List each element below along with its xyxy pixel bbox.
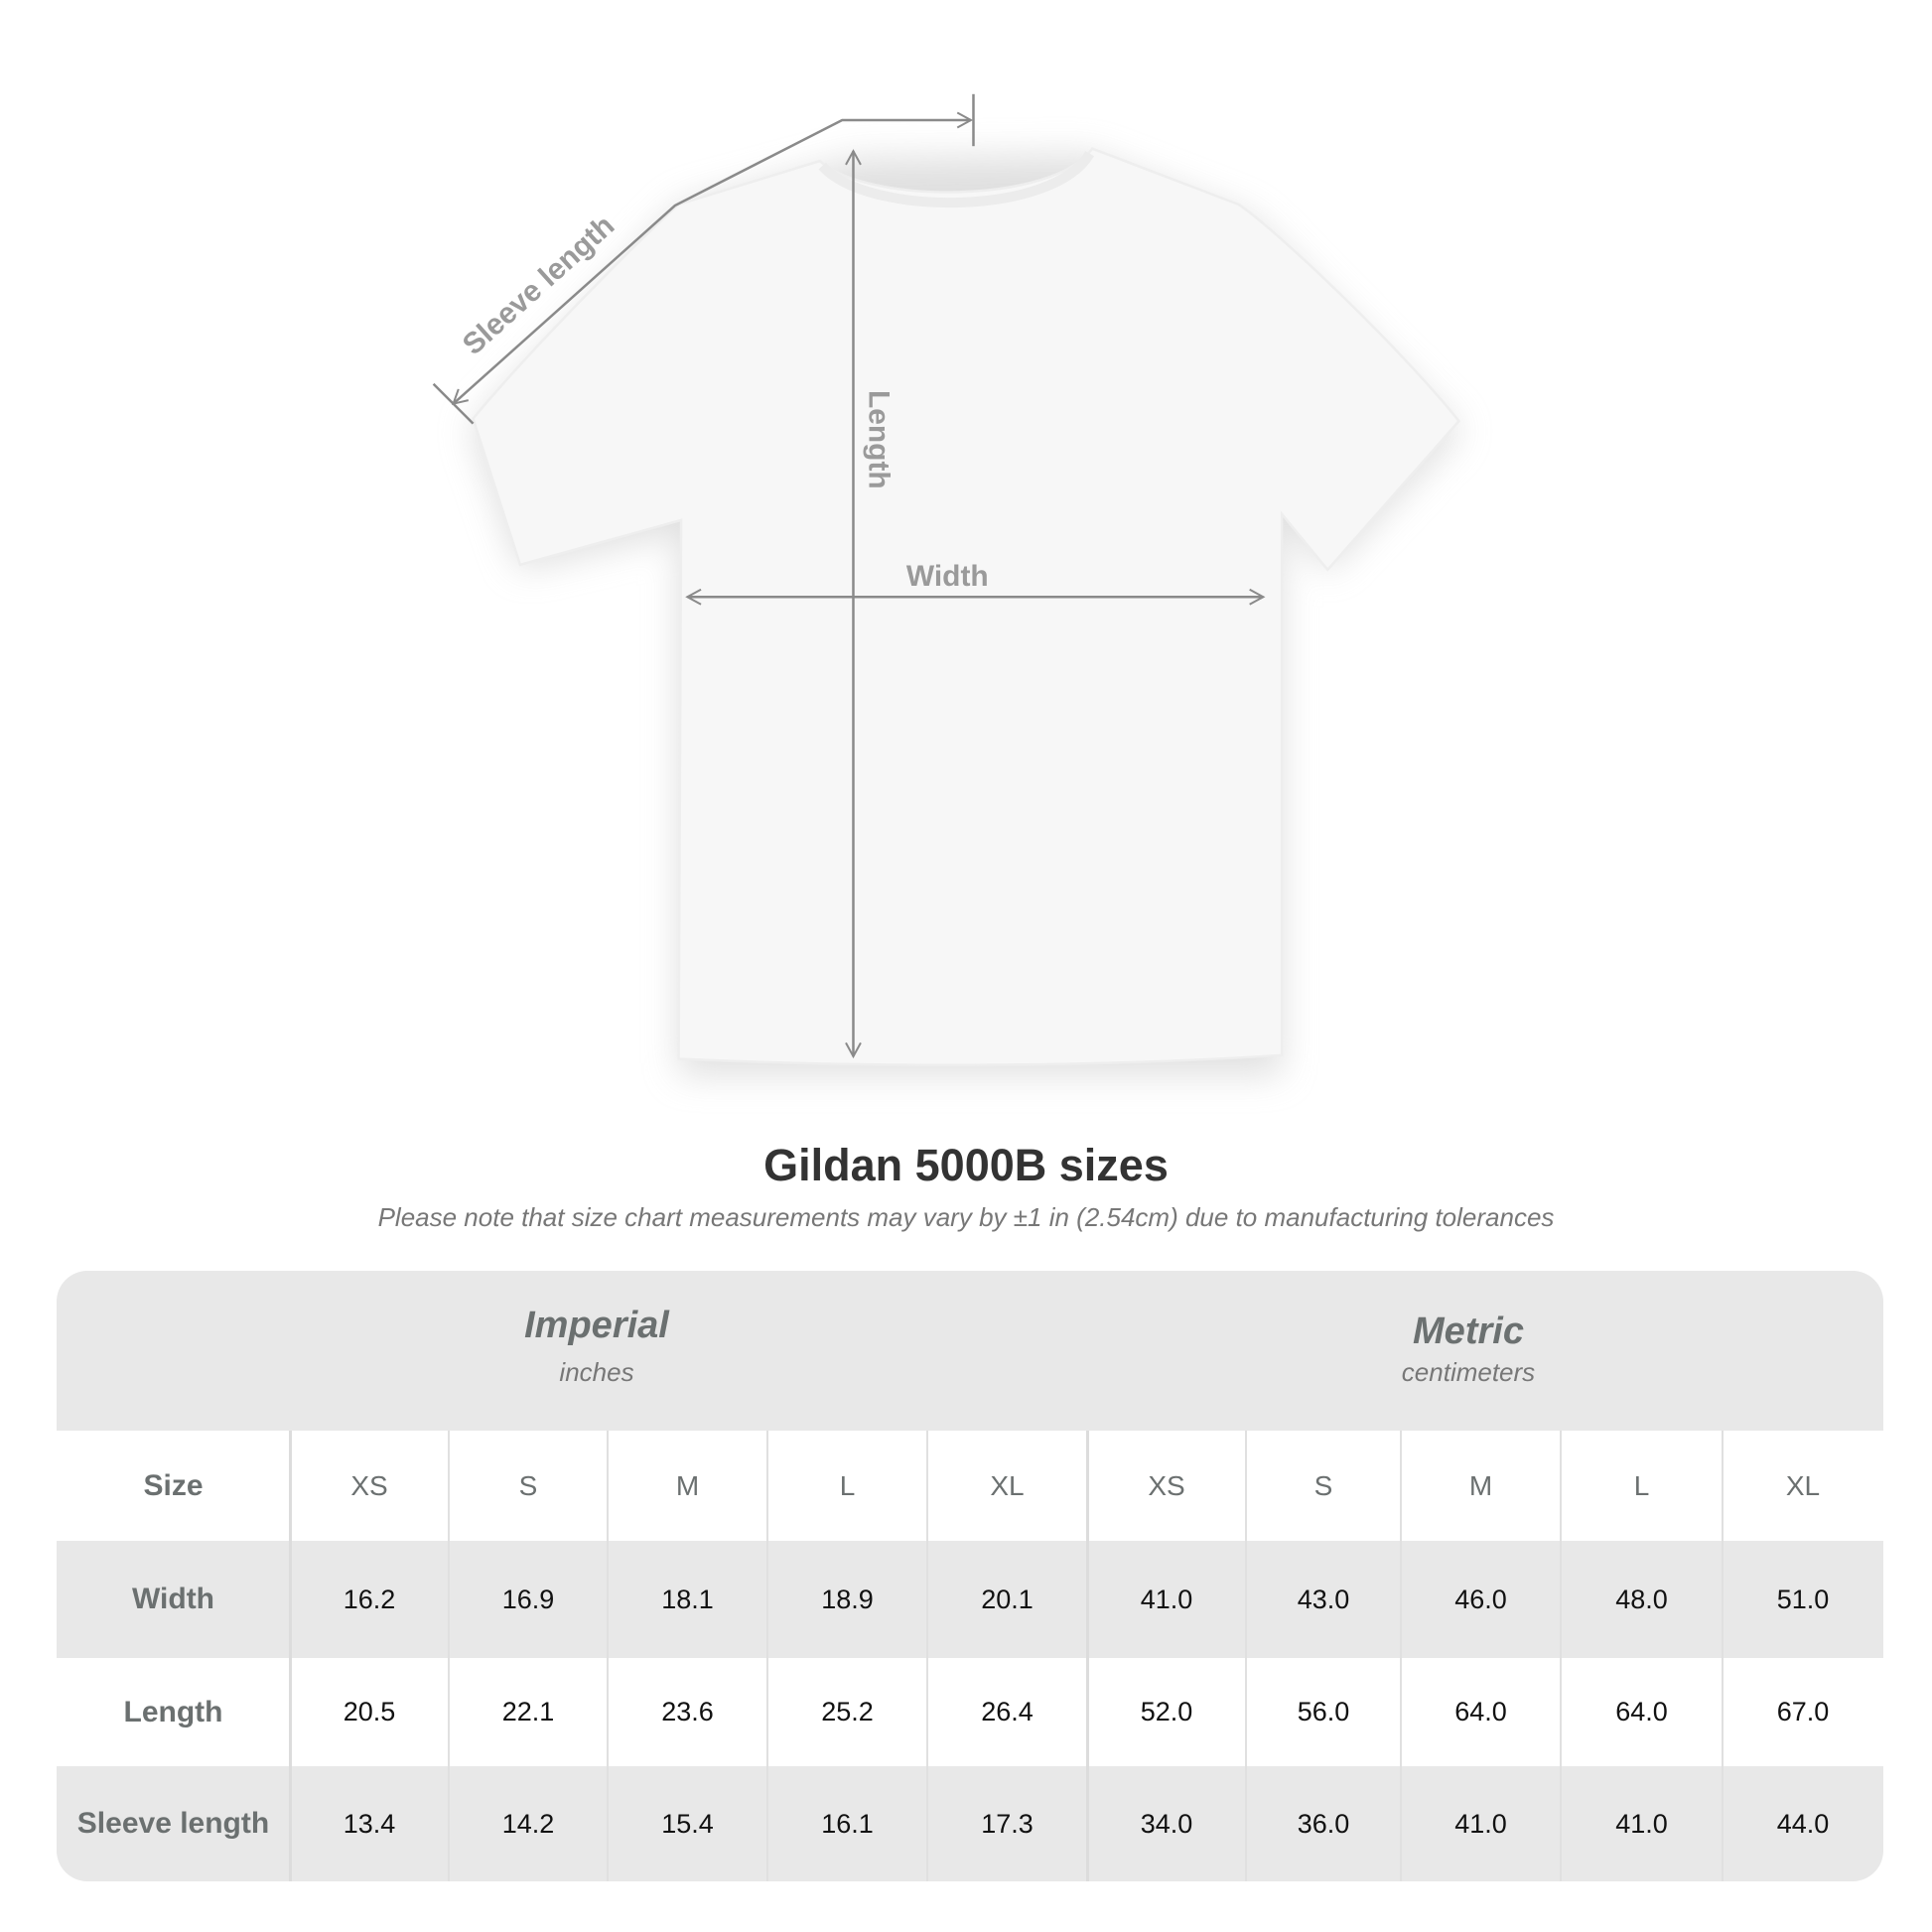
- sleeve-tick-bottom: [432, 382, 475, 425]
- table-cell: 46.0: [1454, 1584, 1507, 1614]
- metric-header: Metric centimeters: [1220, 1311, 1717, 1388]
- table-cell: 48.0: [1615, 1584, 1668, 1614]
- table-cell: 23.6: [661, 1697, 714, 1726]
- row-band-sleeve: [57, 1766, 1883, 1881]
- table-cell: 17.3: [981, 1808, 1034, 1839]
- table-cell: 34.0: [1140, 1808, 1193, 1839]
- table-cell: 20.1: [981, 1584, 1034, 1614]
- table-cell: 26.4: [981, 1697, 1034, 1726]
- table-cell: 44.0: [1776, 1808, 1830, 1839]
- header-band: [57, 1271, 1883, 1431]
- table-cell: 18.9: [821, 1584, 874, 1614]
- table-cell: 67.0: [1776, 1697, 1830, 1726]
- row-label: Sleeve length: [76, 1807, 270, 1840]
- imperial-header: Imperial inches: [348, 1305, 845, 1388]
- size-column-header: XS: [1148, 1469, 1185, 1501]
- column-divider: [766, 1431, 768, 1881]
- table-cell: 14.2: [501, 1808, 555, 1839]
- row-label: Length: [123, 1695, 223, 1728]
- column-divider: [289, 1431, 292, 1881]
- column-divider: [448, 1431, 450, 1881]
- table-cell: 52.0: [1140, 1697, 1193, 1726]
- sleeve-length-arrow: [452, 111, 974, 406]
- size-column-header: S: [1313, 1469, 1333, 1501]
- table-cell: 41.0: [1615, 1808, 1668, 1839]
- page-title: Gildan 5000B sizes: [763, 1140, 1169, 1190]
- column-divider: [607, 1431, 609, 1881]
- table-cell: 41.0: [1140, 1584, 1193, 1614]
- metric-title: Metric: [1413, 1311, 1524, 1352]
- column-divider: [1722, 1431, 1724, 1881]
- table-cell: 41.0: [1454, 1808, 1507, 1839]
- width-label: Width: [906, 560, 989, 593]
- tshirt-body: [472, 147, 1461, 1066]
- size-column-header: XS: [350, 1469, 388, 1501]
- table-cell: 16.1: [821, 1808, 874, 1839]
- table-cell: 51.0: [1776, 1584, 1830, 1614]
- size-header: Size: [143, 1468, 204, 1502]
- size-column-header: XL: [990, 1469, 1025, 1501]
- table-cell: 22.1: [501, 1697, 555, 1726]
- table-cell: 25.2: [821, 1697, 874, 1726]
- size-column-header: M: [675, 1469, 700, 1501]
- table-cell: 56.0: [1297, 1697, 1350, 1726]
- size-column-header: XL: [1785, 1469, 1821, 1501]
- row-label: Width: [131, 1583, 215, 1615]
- length-label: Length: [863, 390, 896, 489]
- table-cell: 20.5: [343, 1697, 396, 1726]
- size-column-header: L: [839, 1469, 856, 1501]
- table-cell: 64.0: [1615, 1697, 1668, 1726]
- size-column-header: L: [1633, 1469, 1650, 1501]
- column-divider: [1245, 1431, 1247, 1881]
- imperial-unit: inches: [559, 1357, 634, 1387]
- table-cell: 36.0: [1297, 1808, 1350, 1839]
- table-cell: 13.4: [343, 1808, 396, 1839]
- table-cell: 16.2: [343, 1584, 396, 1614]
- row-band-width: [57, 1541, 1883, 1658]
- size-column-header: S: [518, 1469, 538, 1501]
- size-column-header: M: [1468, 1469, 1493, 1501]
- column-divider: [1560, 1431, 1562, 1881]
- column-divider: [926, 1431, 928, 1881]
- table-cell: 15.4: [661, 1808, 714, 1839]
- column-divider: [1086, 1431, 1089, 1881]
- imperial-title: Imperial: [524, 1305, 669, 1346]
- table-cell: 18.1: [661, 1584, 714, 1614]
- tolerance-note: Please note that size chart measurements…: [377, 1202, 1555, 1232]
- table-cell: 43.0: [1297, 1584, 1350, 1614]
- table-cell: 16.9: [501, 1584, 555, 1614]
- size-table: Imperial inches Metric centimeters Size X…: [57, 1271, 1883, 1881]
- column-divider: [1400, 1431, 1402, 1881]
- metric-unit: centimeters: [1401, 1357, 1536, 1387]
- table-cell: 64.0: [1454, 1697, 1507, 1726]
